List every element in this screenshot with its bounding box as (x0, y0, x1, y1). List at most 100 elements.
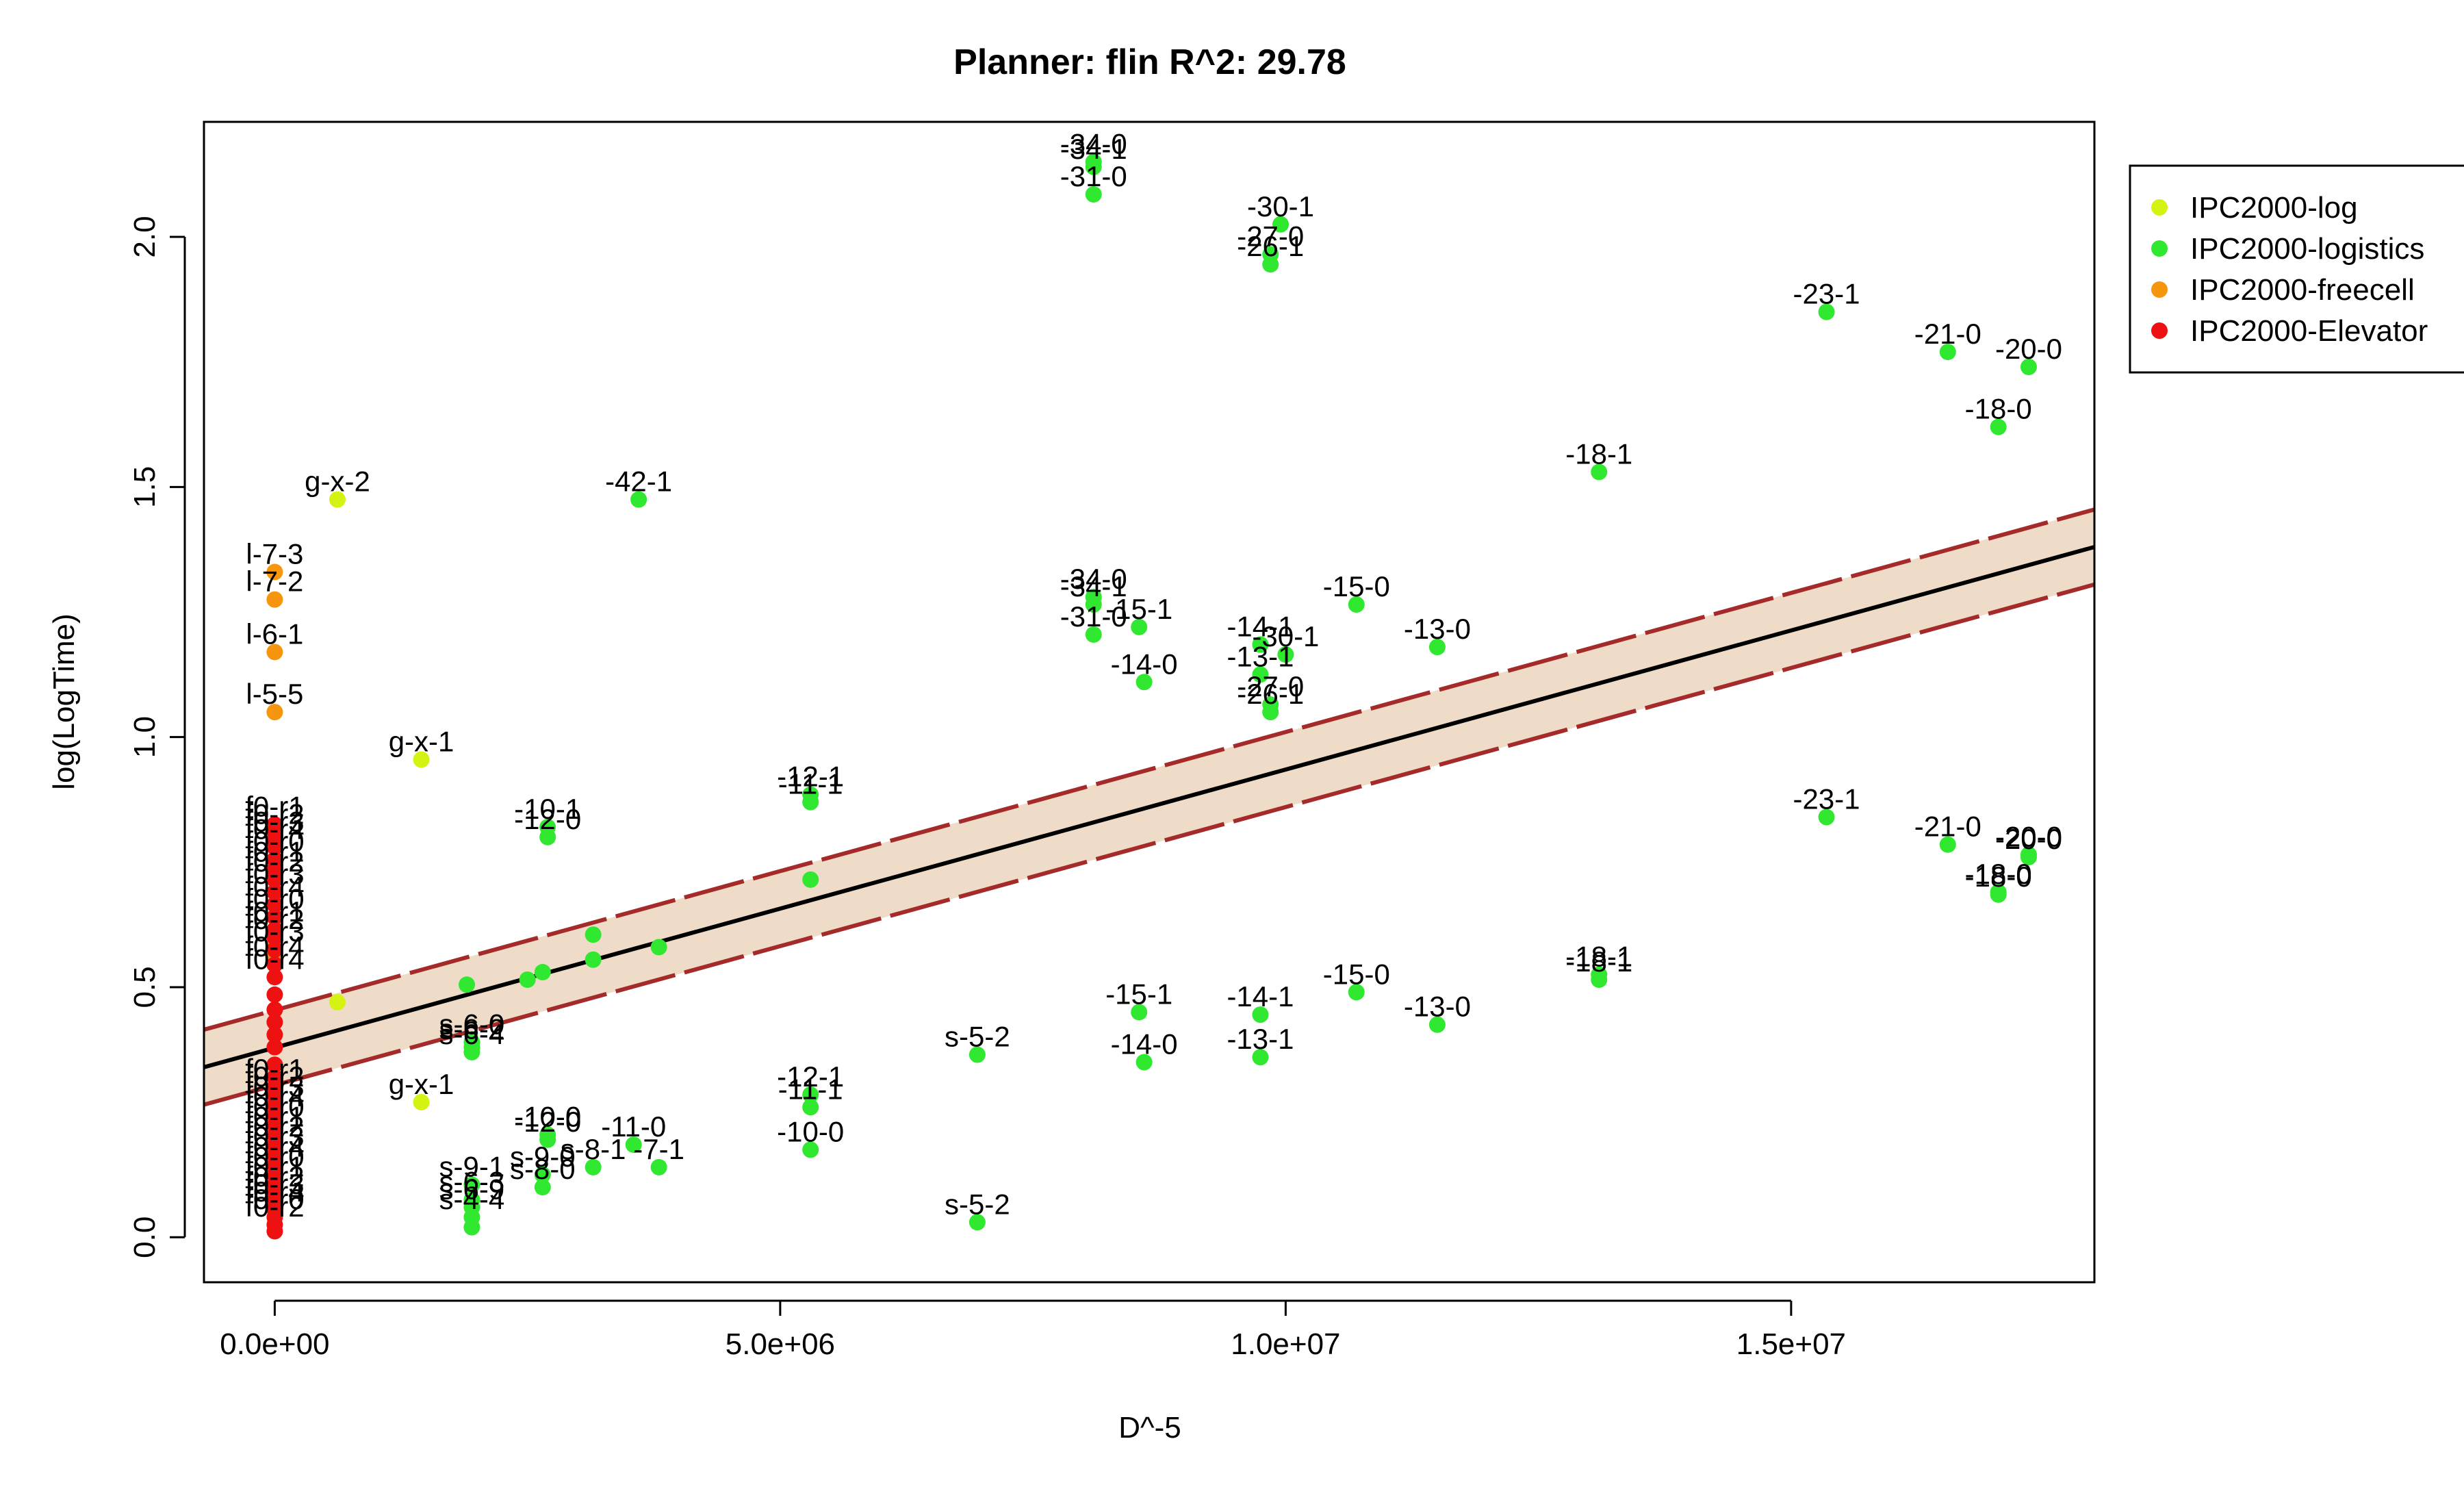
point-label: -10-1 (514, 793, 581, 825)
point-label: s-9-0 (510, 1141, 576, 1173)
data-point (585, 926, 602, 943)
point-label: -26-1 (1237, 230, 1304, 262)
point-label: g-x-1 (389, 1068, 454, 1100)
data-point (625, 1136, 642, 1154)
point-label: f0-r2 (245, 903, 304, 935)
point-label: s-6-4 (439, 1018, 505, 1050)
point-label: f0-r1 (245, 895, 304, 928)
point-label: f0-r0 (245, 1141, 304, 1173)
legend-label: IPC2000-log (2190, 191, 2358, 225)
upper-band-line (203, 507, 2095, 1032)
data-point (1939, 836, 1956, 853)
point-label: f0-r4 (245, 1175, 304, 1208)
lower-band-line (203, 582, 2095, 1107)
x-axis: 0.0e+00 5.0e+06 1.0e+07 1.5e+07 (220, 1299, 1846, 1361)
data-point (413, 1093, 430, 1110)
data-point (266, 1001, 283, 1018)
point-label: s-8-0 (510, 1153, 576, 1185)
data-point (463, 1219, 480, 1236)
y-tick-label: 0.0 (128, 1217, 162, 1258)
data-point (266, 956, 283, 973)
data-point (329, 993, 346, 1010)
point-label: -23-1 (1793, 783, 1860, 815)
legend-label: IPC2000-Elevator (2190, 314, 2428, 348)
point-label: f0-r0 (245, 826, 304, 858)
data-point (266, 591, 283, 608)
x-tick-label: 1.5e+07 (1736, 1327, 1846, 1361)
data-point (802, 1099, 819, 1116)
point-label: -7-1 (633, 1133, 684, 1165)
point-label: f0-r4 (245, 1080, 304, 1112)
point-label: -11-1 (778, 1073, 843, 1105)
legend-marker (2151, 281, 2168, 298)
point-label: -31-0 (1060, 160, 1127, 192)
y-axis-label: log(LogTime) (47, 613, 81, 790)
data-point (1348, 984, 1365, 1001)
data-point (534, 964, 551, 981)
point-label: f0-r4 (245, 813, 304, 845)
data-point (534, 1179, 551, 1196)
point-label: -12-1 (777, 761, 844, 793)
data-point (1131, 618, 1148, 635)
data-point (266, 1039, 283, 1056)
data-point (1252, 636, 1269, 653)
data-point (1135, 1054, 1153, 1071)
data-point (1428, 1016, 1446, 1033)
point-label: -15-0 (1323, 570, 1390, 602)
data-point (1272, 216, 1289, 233)
point-label: -12-0 (514, 1106, 581, 1138)
data-point (650, 1158, 667, 1175)
data-point (266, 1223, 283, 1240)
y-tick-label: 0.5 (128, 966, 162, 1008)
regression-line (203, 545, 2095, 1069)
data-point (266, 839, 283, 856)
data-point (266, 871, 283, 888)
point-label: -34-0 (1060, 127, 1127, 160)
data-point (539, 828, 556, 845)
point-label: -18-1 (1565, 941, 1632, 973)
data-point (1262, 704, 1279, 721)
legend-box (2129, 164, 2464, 374)
point-label: g-x-2 (305, 466, 370, 498)
point-label: f0-r2 (245, 1160, 304, 1193)
data-point (266, 896, 283, 913)
data-point (968, 1214, 986, 1231)
point-label: f0-r4 (245, 930, 304, 963)
data-point (1085, 158, 1102, 175)
y-tick-label: 2.0 (128, 216, 162, 257)
point-label: -27-0 (1237, 220, 1304, 253)
point-label: -11-1 (778, 768, 843, 800)
point-label: s-9-1 (439, 1151, 505, 1183)
point-label: f0-r3 (245, 1071, 304, 1103)
point-label: -30-1 (1252, 620, 1319, 652)
x-tick-label: 5.0e+06 (726, 1327, 835, 1361)
point-label: -15-0 (1323, 958, 1390, 990)
x-tick-label: 0.0e+00 (220, 1327, 329, 1361)
legend-marker (2151, 322, 2168, 339)
data-point (266, 908, 283, 926)
x-axis-label: D^-5 (1118, 1411, 1181, 1445)
point-label: -30-1 (1247, 190, 1314, 222)
data-point (266, 969, 283, 986)
data-point (650, 939, 667, 956)
data-point (802, 871, 819, 888)
point-label: -18-1 (1565, 945, 1632, 978)
point-label: g-x-1 (389, 726, 454, 758)
point-label: f0-r1 (245, 1053, 304, 1085)
point-label: -34-1 (1060, 133, 1127, 165)
data-point (266, 986, 283, 1003)
data-point (1085, 626, 1102, 643)
point-label: f0-r3 (245, 805, 304, 837)
point-label: f0-r2 (245, 845, 304, 878)
point-label: -31-0 (1060, 600, 1127, 633)
point-label: f0-r3 (245, 915, 304, 947)
data-point (968, 1046, 986, 1063)
point-label: -13-1 (1227, 640, 1294, 672)
point-label: -18-1 (1565, 437, 1632, 470)
data-point (1818, 809, 1835, 826)
data-point (266, 1026, 283, 1043)
legend: IPC2000-log IPC2000-logistics IPC2000-free… (2129, 164, 2464, 374)
chart-title: Planner: flin R^2: 29.78 (953, 42, 1346, 82)
point-label: -21-0 (1914, 318, 1981, 350)
